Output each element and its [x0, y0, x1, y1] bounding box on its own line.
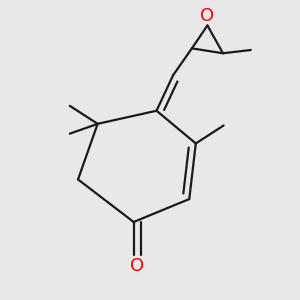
Text: O: O [200, 7, 214, 25]
Text: O: O [130, 257, 144, 275]
